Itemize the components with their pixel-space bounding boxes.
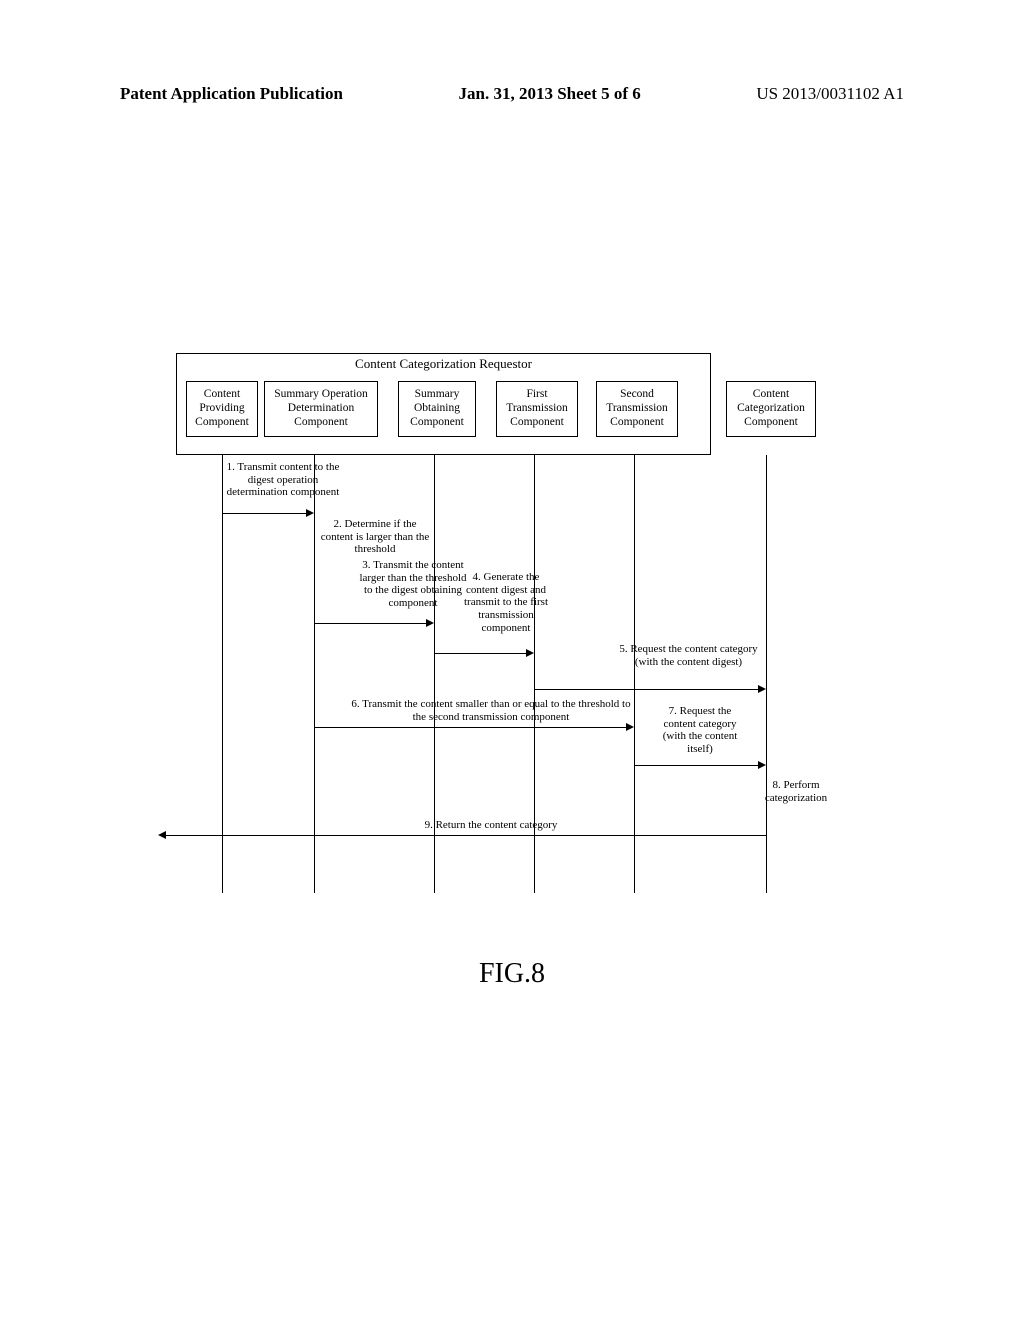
arrow-3 xyxy=(314,623,427,624)
msg-5: 5. Request the content category (with th… xyxy=(616,643,761,668)
header-center: Jan. 31, 2013 Sheet 5 of 6 xyxy=(458,84,640,104)
comp-content-providing: Content Providing Component xyxy=(186,381,258,437)
sequence-diagram: Content Categorization Requestor Content… xyxy=(176,353,852,893)
msg-1: 1. Transmit content to the digest operat… xyxy=(224,461,342,499)
arrow-6-head xyxy=(626,723,634,731)
header-left: Patent Application Publication xyxy=(120,84,343,104)
msg-3: 3. Transmit the content larger than the … xyxy=(358,559,468,610)
arrow-7 xyxy=(634,765,759,766)
comp-second-transmission: Second Transmission Component xyxy=(596,381,678,437)
arrow-7-head xyxy=(758,761,766,769)
lifeline-1 xyxy=(222,455,223,893)
arrow-3-head xyxy=(426,619,434,627)
header-right: US 2013/0031102 A1 xyxy=(756,84,904,104)
comp-first-transmission: First Transmission Component xyxy=(496,381,578,437)
lifeline-5 xyxy=(634,455,635,893)
arrow-9-head xyxy=(158,831,166,839)
arrow-6 xyxy=(314,727,627,728)
arrow-4-head xyxy=(526,649,534,657)
arrow-5-head xyxy=(758,685,766,693)
msg-8: 8. Perform categorization xyxy=(746,779,846,804)
requestor-group-title: Content Categorization Requestor xyxy=(176,356,711,372)
arrow-1 xyxy=(222,513,307,514)
comp-summary-obtaining: Summary Obtaining Component xyxy=(398,381,476,437)
arrow-1-head xyxy=(306,509,314,517)
arrow-5 xyxy=(534,689,759,690)
msg-4: 4. Generate the content digest and trans… xyxy=(461,571,551,634)
arrow-4 xyxy=(434,653,527,654)
msg-2: 2. Determine if the content is larger th… xyxy=(316,518,434,556)
arrow-9 xyxy=(166,835,766,836)
msg-6: 6. Transmit the content smaller than or … xyxy=(351,698,631,723)
lifeline-2 xyxy=(314,455,315,893)
comp-summary-determination: Summary Operation Determination Componen… xyxy=(264,381,378,437)
comp-content-categorization: Content Categorization Component xyxy=(726,381,816,437)
page-header: Patent Application Publication Jan. 31, … xyxy=(0,84,1024,104)
msg-7: 7. Request the content category (with th… xyxy=(654,705,746,756)
lifeline-6 xyxy=(766,455,767,893)
figure-label: FIG.8 xyxy=(0,958,1024,990)
msg-9: 9. Return the content category xyxy=(376,819,606,832)
